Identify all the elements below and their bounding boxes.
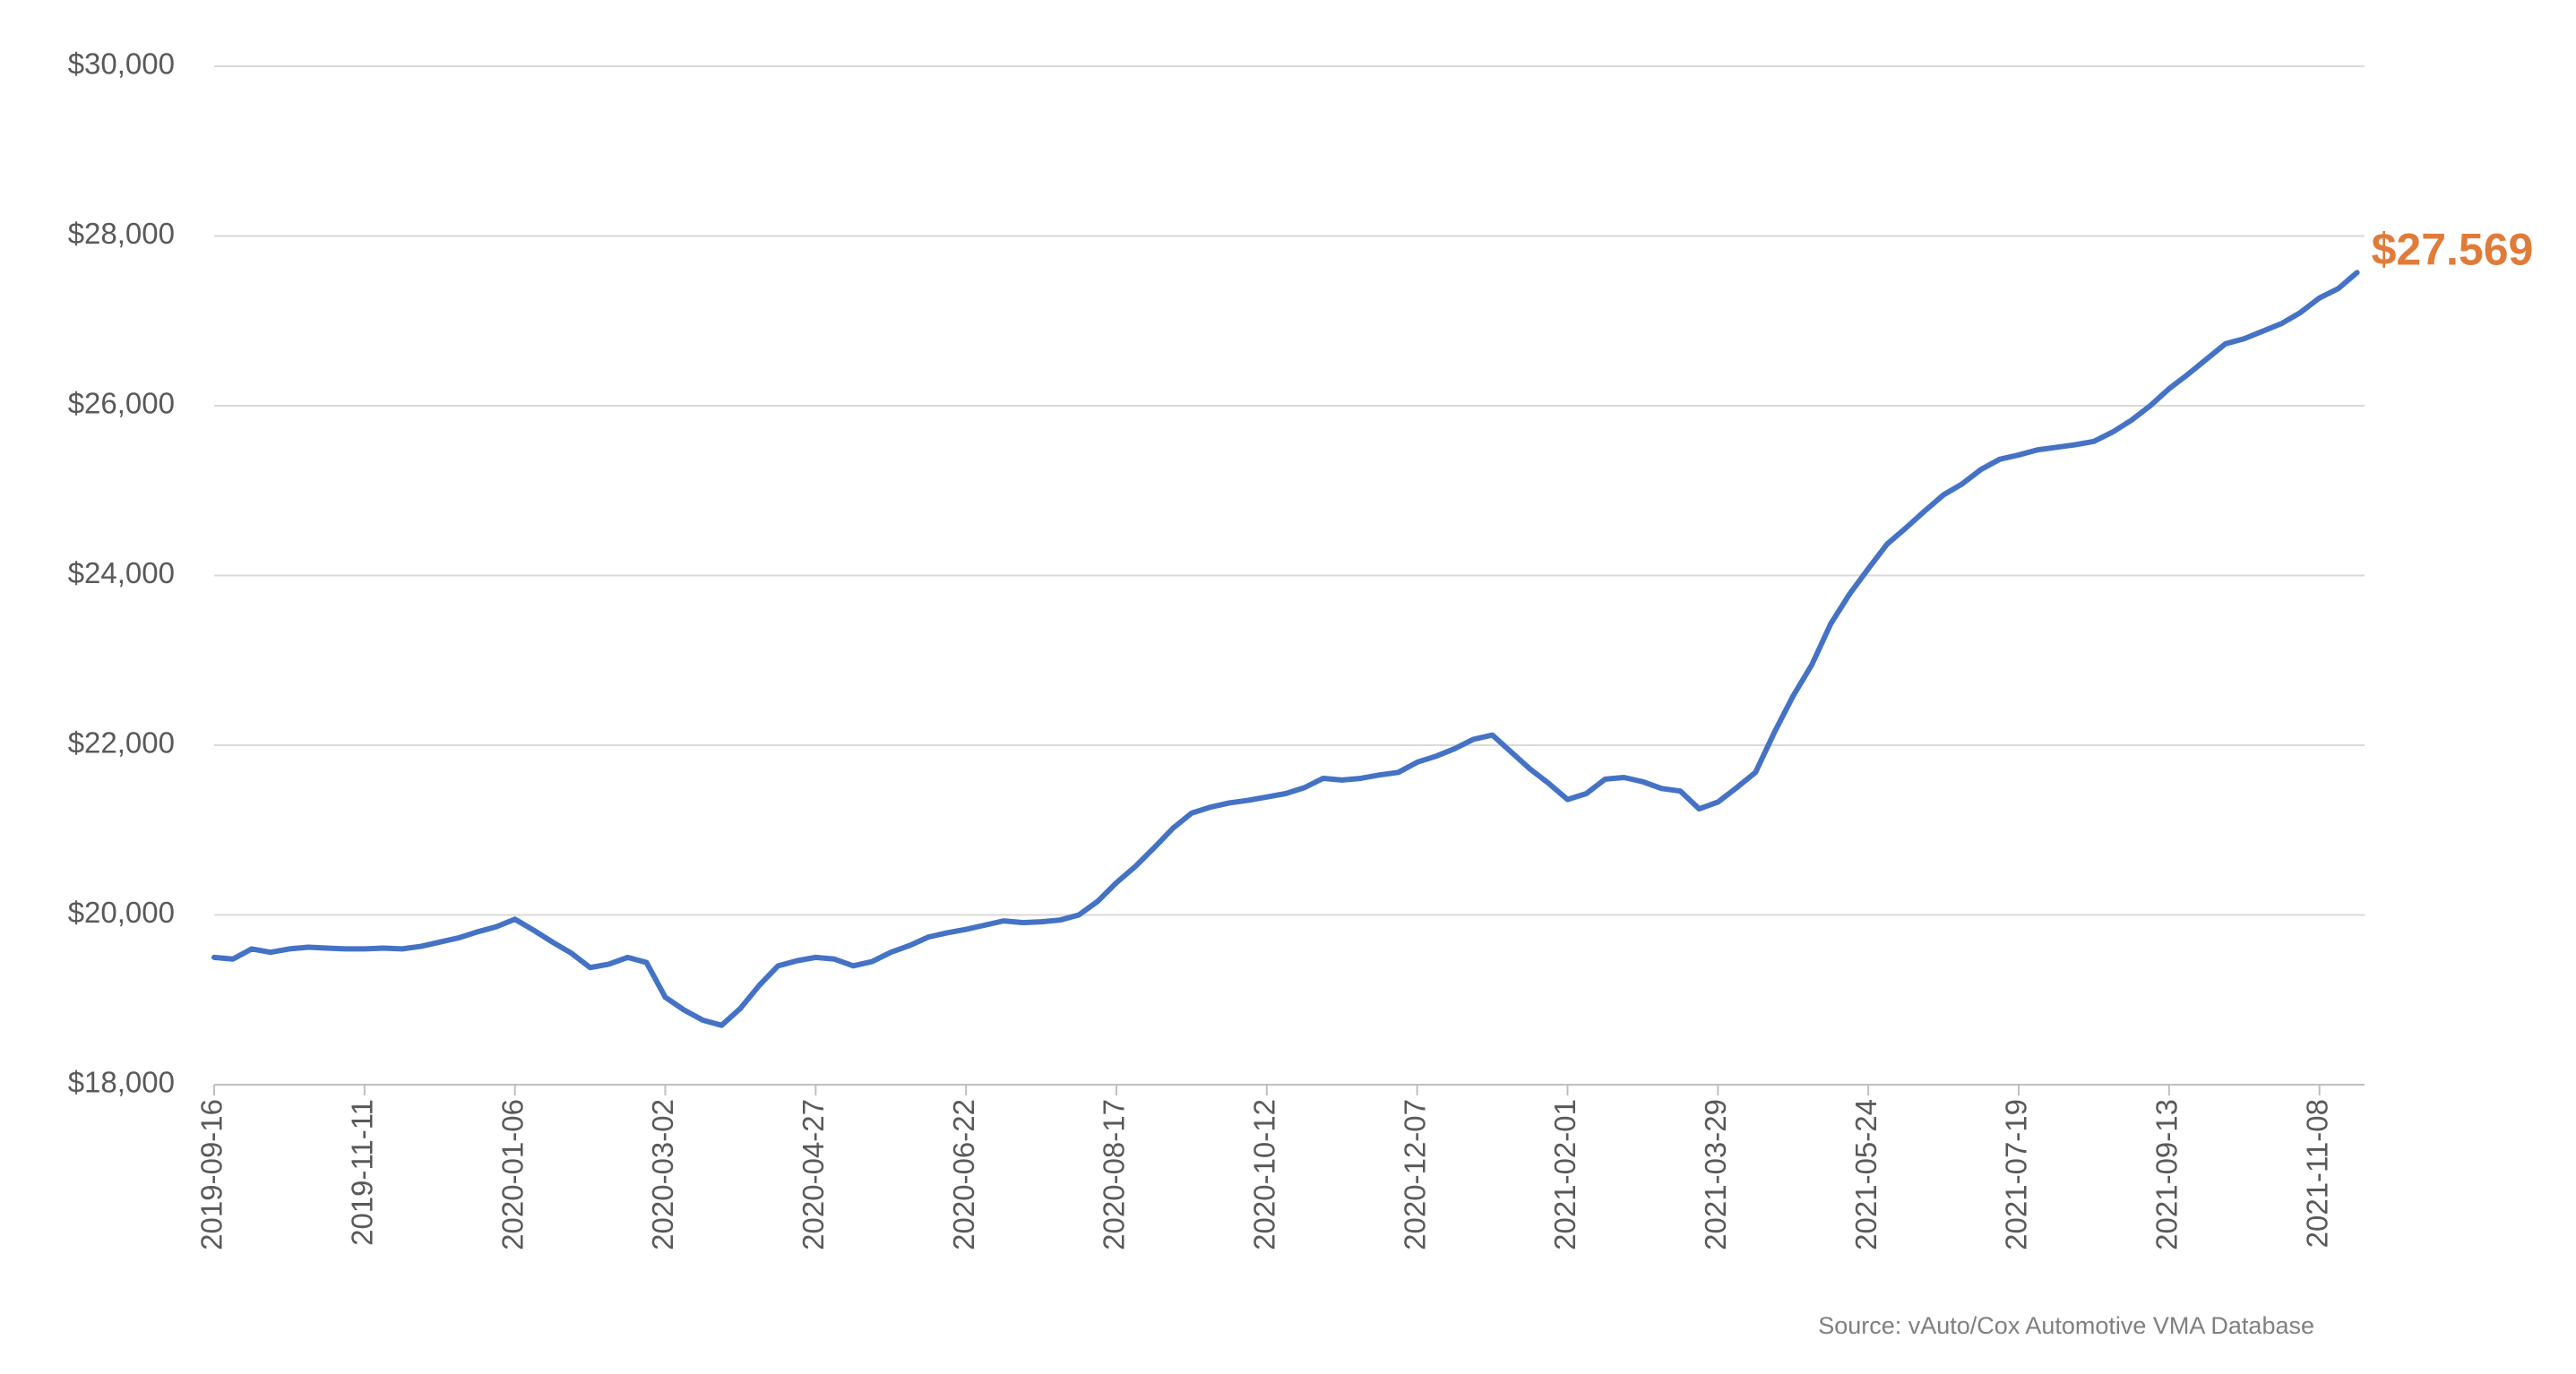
x-tick-label: 2020-01-06	[495, 1099, 529, 1250]
x-tick-label: 2020-12-07	[1398, 1099, 1431, 1250]
y-tick-label: $30,000	[68, 47, 175, 81]
y-tick-label: $26,000	[68, 387, 175, 420]
y-tick-label: $24,000	[68, 556, 175, 589]
x-tick-label: 2021-11-08	[2300, 1099, 2333, 1248]
y-tick-label: $18,000	[68, 1066, 175, 1099]
x-tick-label: 2021-02-01	[1548, 1099, 1581, 1250]
x-tick-label: 2020-10-12	[1248, 1099, 1281, 1250]
x-tick-label: 2021-09-13	[2150, 1099, 2184, 1250]
x-tick-label: 2021-05-24	[1849, 1099, 1882, 1250]
y-tick-label: $28,000	[68, 217, 175, 250]
price-line	[211, 270, 2360, 1028]
x-tick-label: 2020-08-17	[1098, 1099, 1131, 1250]
x-tick-label: 2019-09-16	[195, 1099, 228, 1250]
source-note: Source: vAuto/Cox Automotive VMA Databas…	[1818, 1312, 2314, 1339]
x-tick-label: 2020-04-27	[797, 1099, 830, 1250]
y-tick-label: $22,000	[68, 726, 175, 760]
x-tick-label: 2019-11-11	[346, 1099, 379, 1246]
x-tick-label: 2021-07-19	[2000, 1099, 2033, 1250]
end-value-label: $27.569	[2372, 225, 2534, 275]
y-tick-label: $20,000	[68, 896, 175, 929]
x-tick-label: 2021-03-29	[1699, 1099, 1732, 1250]
x-tick-label: 2020-03-02	[646, 1099, 679, 1250]
x-tick-label: 2020-06-22	[947, 1099, 980, 1250]
